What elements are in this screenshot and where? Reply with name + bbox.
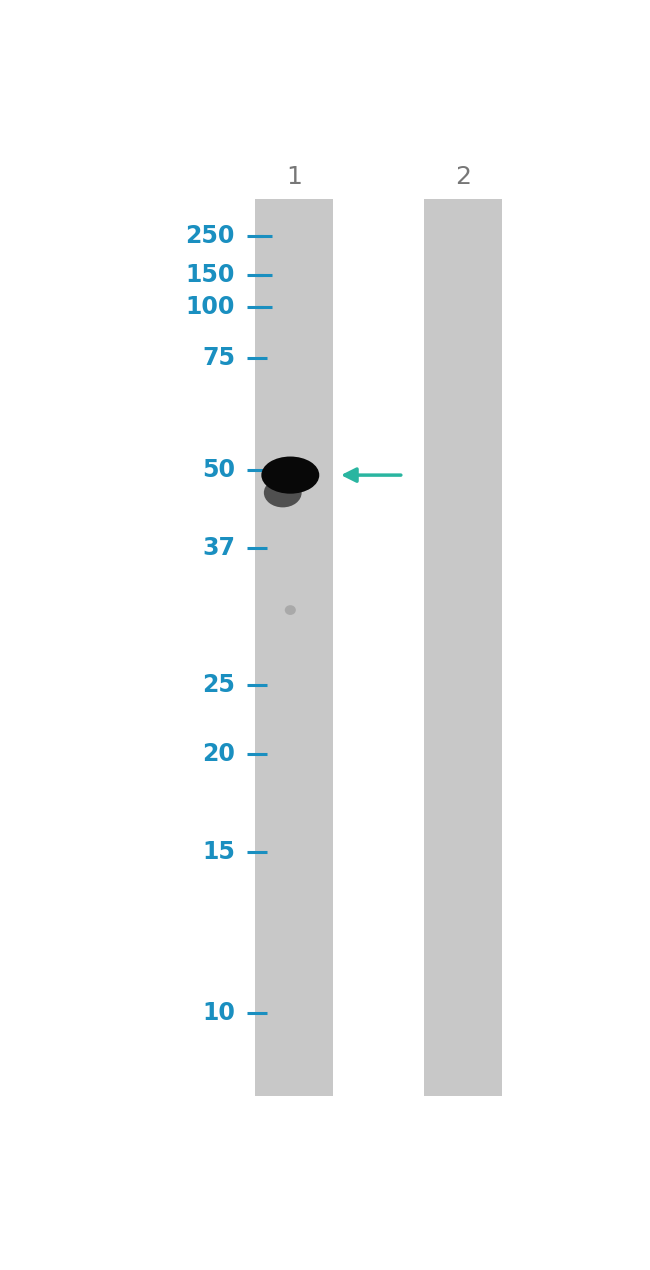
Bar bbox=[255, 199, 333, 1096]
Text: 1: 1 bbox=[287, 165, 302, 189]
Text: 100: 100 bbox=[185, 295, 235, 319]
Ellipse shape bbox=[264, 478, 302, 508]
Ellipse shape bbox=[261, 456, 319, 494]
Text: 50: 50 bbox=[202, 458, 235, 483]
Text: 15: 15 bbox=[202, 839, 235, 864]
Text: 75: 75 bbox=[202, 345, 235, 370]
Text: 150: 150 bbox=[185, 263, 235, 287]
Text: 25: 25 bbox=[202, 673, 235, 697]
Text: 2: 2 bbox=[455, 165, 471, 189]
Bar bbox=[424, 199, 502, 1096]
Text: 250: 250 bbox=[185, 224, 235, 248]
Ellipse shape bbox=[285, 606, 296, 615]
Text: 10: 10 bbox=[202, 1001, 235, 1025]
Text: 20: 20 bbox=[202, 742, 235, 766]
Text: 37: 37 bbox=[202, 536, 235, 560]
